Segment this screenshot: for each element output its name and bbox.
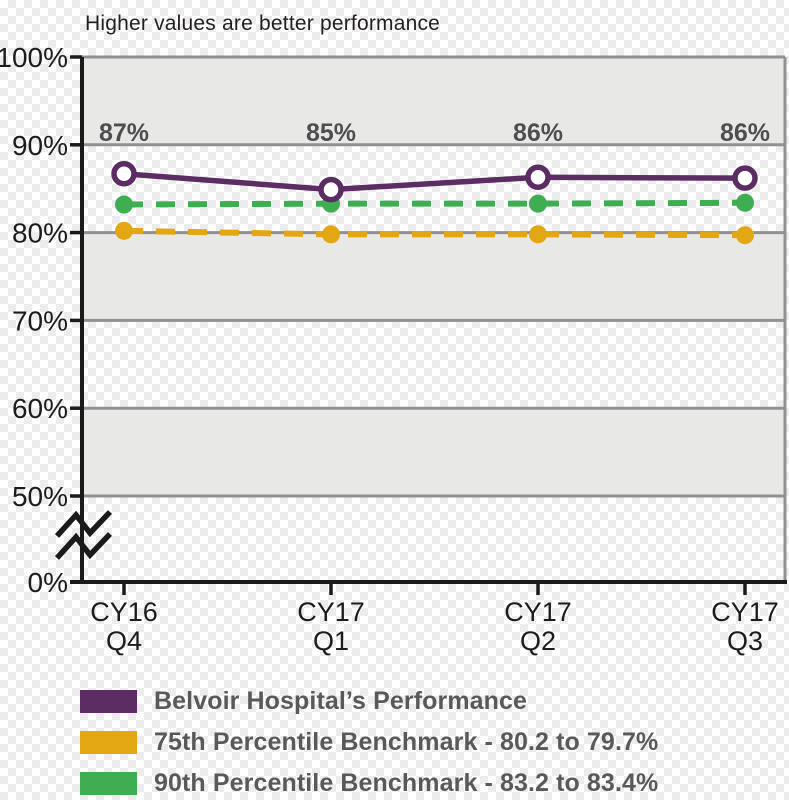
y-axis-tick-label: 60% xyxy=(12,393,68,424)
legend-swatch-belvoir xyxy=(80,690,137,713)
axis-break-icon xyxy=(54,510,112,538)
data-point-belvoir xyxy=(732,165,758,191)
chart-title: Higher values are better performance xyxy=(85,12,441,35)
data-point-belvoir xyxy=(318,176,344,203)
series-line-p90-benchmark xyxy=(123,199,746,208)
x-axis-label-line1: CY17 xyxy=(504,597,572,627)
legend-swatch-p75-benchmark xyxy=(80,731,137,754)
y-axis-tick-label: 90% xyxy=(12,130,68,161)
axis-break-icon xyxy=(54,532,112,560)
data-point-label: 85% xyxy=(306,119,356,147)
data-point-label: 86% xyxy=(720,119,770,147)
y-axis-tick-label: 100% xyxy=(0,42,68,73)
series-line-belvoir xyxy=(123,171,746,193)
data-point-label: 87% xyxy=(99,119,149,147)
plot-band xyxy=(82,232,785,321)
x-axis-label-line2: Q3 xyxy=(727,626,763,656)
legend-swatch-p90-benchmark xyxy=(80,772,137,795)
data-point-p75-benchmark xyxy=(529,225,547,244)
data-point-p90-benchmark xyxy=(736,193,754,212)
x-axis-label-line1: CY17 xyxy=(297,597,365,627)
plot-band xyxy=(82,57,785,145)
legend-label-p90-benchmark: 90th Percentile Benchmark - 83.2 to 83.4… xyxy=(154,769,659,797)
data-point-p75-benchmark xyxy=(115,221,133,240)
data-point-p90-benchmark xyxy=(529,194,547,213)
data-point-label: 86% xyxy=(513,119,563,147)
plot-band xyxy=(82,408,785,496)
y-axis-tick-label: 80% xyxy=(12,218,68,249)
x-axis-label-line1: CY17 xyxy=(711,597,779,627)
chart-legend: Belvoir Hospital’s Performance 75th Perc… xyxy=(80,687,658,798)
x-axis-label-line2: Q4 xyxy=(106,626,142,656)
data-point-p75-benchmark xyxy=(322,225,340,244)
x-axis-label-line2: Q1 xyxy=(313,626,349,656)
legend-label-p75-benchmark: 75th Percentile Benchmark - 80.2 to 79.7… xyxy=(154,728,659,756)
x-axis-label-line2: Q2 xyxy=(520,626,556,656)
data-point-belvoir xyxy=(525,164,551,191)
series-line-p75-benchmark xyxy=(123,227,746,239)
data-point-p75-benchmark xyxy=(736,226,754,245)
y-axis-tick-label: 70% xyxy=(12,305,68,336)
y-axis-tick-label: 0% xyxy=(28,567,68,598)
legend-item-p75-benchmark: 75th Percentile Benchmark - 80.2 to 79.7… xyxy=(80,728,658,757)
legend-item-belvoir: Belvoir Hospital’s Performance xyxy=(80,687,658,716)
legend-item-p90-benchmark: 90th Percentile Benchmark - 83.2 to 83.4… xyxy=(80,769,658,798)
y-axis-tick-label: 50% xyxy=(12,481,68,512)
data-point-belvoir xyxy=(111,161,137,187)
legend-label-belvoir: Belvoir Hospital’s Performance xyxy=(154,687,528,715)
data-point-p90-benchmark xyxy=(115,195,133,214)
x-axis-label-line1: CY16 xyxy=(90,597,158,627)
